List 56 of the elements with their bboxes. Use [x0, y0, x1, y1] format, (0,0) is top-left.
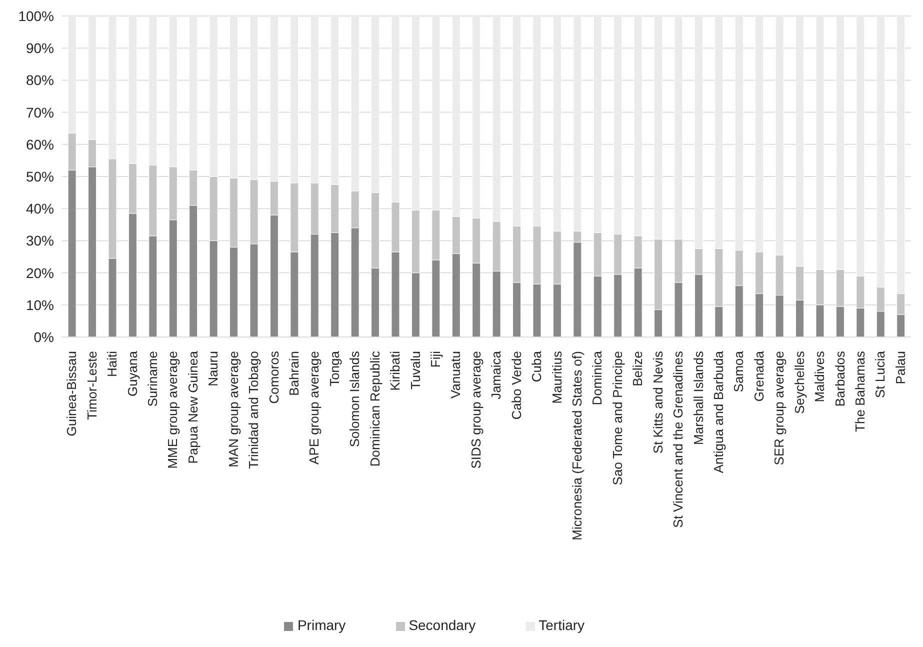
y-tick-label: 30% — [26, 232, 54, 249]
x-tick-label: SIDS group average — [468, 351, 484, 469]
x-tick-label: Micronesia (Federated States of) — [569, 351, 584, 540]
x-tick-label: Sao Tome and Principe — [610, 351, 625, 486]
x-tick-label: Cuba — [529, 350, 544, 382]
x-tick-label: Dominica — [590, 350, 605, 406]
x-tick-label: MME group average — [165, 351, 180, 469]
y-tick-label: 60% — [26, 136, 54, 152]
x-tick-label: Timor-Leste — [84, 351, 100, 420]
y-tick-label: 0% — [34, 328, 54, 345]
x-tick-label: Barbados — [832, 350, 848, 407]
x-tick-label: Guinea-Bissau — [64, 351, 80, 436]
y-tick-label: 20% — [26, 264, 54, 281]
x-tick-label: Tonga — [326, 350, 342, 386]
x-tick-label: Mauritius — [549, 350, 564, 404]
x-tick-label: Cabo Verde — [508, 351, 524, 420]
x-tick-label: Marshall Islands — [690, 350, 706, 445]
x-tick-label: Seychelles — [792, 350, 807, 414]
x-tick-label: St Kitts and Nevis — [650, 350, 666, 454]
x-tick-label: Bahrain — [286, 351, 302, 396]
y-tick-label: 80% — [26, 72, 54, 88]
x-tick-label: Suriname — [144, 351, 160, 407]
x-tick-label: SER group average — [772, 351, 787, 466]
x-tick-label: The Bahamas — [852, 350, 868, 432]
x-tick-label: Grenada — [751, 350, 766, 402]
legend-label: Secondary — [408, 617, 476, 633]
x-tick-label: MAN group average — [226, 351, 241, 468]
x-tick-label: Trinidad and Tobago — [246, 351, 262, 469]
x-tick-label: APE group average — [306, 351, 322, 464]
x-tick-label: St Vincent and the Grenadines — [670, 350, 686, 528]
legend-label: Tertiary — [538, 617, 585, 633]
x-tick-label: Solomon Islands — [347, 350, 362, 448]
x-tick-label: Belize — [630, 351, 646, 386]
y-tick-label: 50% — [26, 168, 54, 184]
x-tick-label: Maldives — [812, 350, 828, 402]
x-tick-label: Antigua and Barbuda — [710, 350, 726, 474]
x-tick-label: St Lucia — [872, 350, 888, 398]
y-tick-label: 70% — [26, 104, 54, 120]
x-tick-label: Palau — [892, 351, 908, 384]
x-tick-label: Kiribati — [388, 350, 403, 391]
y-tick-label: 100% — [18, 8, 54, 24]
x-tick-label: Jamaica — [488, 350, 504, 400]
x-tick-label: Comoros — [266, 350, 282, 404]
x-tick-label: Dominican Republic — [367, 350, 382, 467]
x-tick-label: Samoa — [731, 350, 746, 392]
x-tick-label: Haiti — [104, 350, 120, 378]
y-tick-label: 90% — [26, 40, 54, 56]
legend-label: Primary — [297, 617, 346, 633]
x-tick-label: Guyana — [124, 350, 140, 397]
x-tick-label: Vanuatu — [448, 351, 464, 398]
x-tick-label: Papua New Guinea — [185, 350, 200, 464]
x-tick-label: Tuvalu — [408, 351, 423, 390]
x-tick-label: Fiji — [428, 350, 443, 368]
y-tick-label: 10% — [26, 296, 54, 313]
x-tick-label: Nauru — [206, 351, 221, 386]
y-tick-label: 40% — [26, 200, 54, 217]
